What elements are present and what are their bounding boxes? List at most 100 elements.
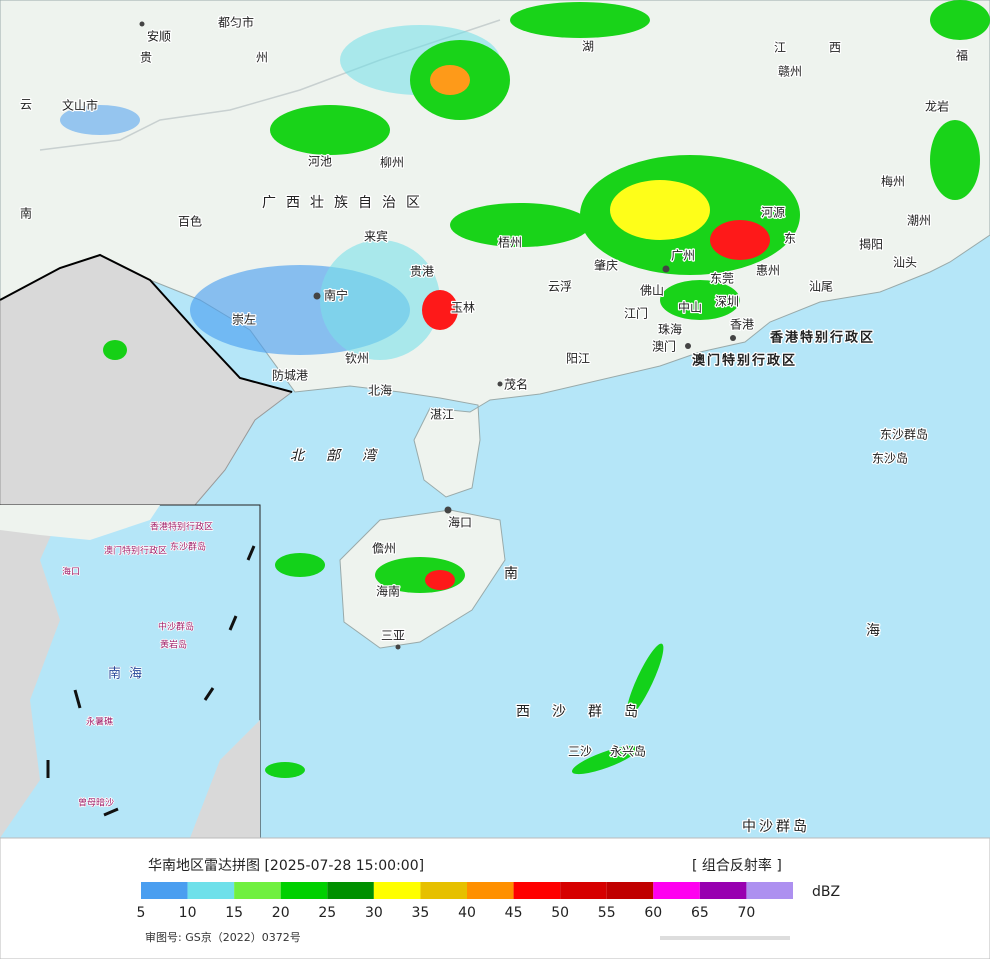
- place-label: 文山市: [62, 98, 98, 113]
- legend-tick-label: 5: [137, 905, 146, 921]
- place-label: 汕头: [893, 256, 917, 270]
- legend-swatch: [699, 882, 747, 899]
- legend-swatch: [467, 882, 514, 899]
- place-label: 阳江: [566, 352, 590, 366]
- place-label: 香港: [730, 318, 754, 332]
- island-label: 东沙岛: [872, 451, 908, 466]
- legend-tick-label: 70: [738, 905, 756, 921]
- place-label: 安顺: [147, 29, 171, 44]
- place-label: 龙岩: [925, 99, 949, 114]
- place-label: 三亚: [381, 629, 405, 643]
- legend-tick-label: 40: [458, 905, 476, 921]
- inset-label: 永暑礁: [86, 716, 113, 728]
- legend-swatch: [373, 882, 421, 899]
- approval: 审图号: GS京（2022）0372号: [145, 930, 301, 944]
- place-label: 儋州: [372, 542, 396, 556]
- place-label: 湖: [582, 39, 594, 54]
- sea-label: 北部湾: [290, 448, 398, 464]
- legend-tick-label: 45: [505, 905, 523, 921]
- island-label: 三沙: [568, 745, 592, 759]
- inset-label: 海口: [62, 566, 80, 578]
- place-label: 汕尾: [809, 280, 833, 294]
- place-label: 肇庆: [594, 258, 618, 273]
- place-label: 潮州: [907, 213, 931, 228]
- place-label: 赣州: [778, 65, 802, 79]
- place-label: 南: [20, 206, 32, 221]
- island-label: 西沙群岛: [516, 704, 660, 720]
- place-label: 北海: [368, 383, 392, 398]
- place-label: 福: [956, 48, 968, 63]
- place-label: 云: [20, 98, 32, 112]
- legend-swatch: [141, 882, 188, 899]
- place-label: 揭阳: [859, 237, 883, 252]
- place-label: 深圳: [715, 295, 739, 309]
- place-label: 澳门: [652, 339, 676, 354]
- map: 安顺 都匀市 贵 州 云 文山市 河池 柳州 广西壮族自治区 百色 南 来宾 南…: [0, 0, 990, 838]
- city-dots: [139, 21, 736, 650]
- place-label: 梅州: [881, 174, 905, 189]
- place-label: 州: [256, 51, 268, 65]
- place-label: 防城港: [272, 368, 308, 383]
- boundary-dash: [46, 545, 256, 817]
- region-label: 广西壮族自治区: [262, 195, 430, 211]
- island-label: 东沙群岛: [880, 427, 928, 442]
- place-label: 东: [784, 232, 796, 246]
- place-label: 钦州: [345, 352, 369, 366]
- border: [0, 253, 293, 393]
- legend-swatch: [606, 882, 654, 899]
- legend-tick-label: 55: [598, 905, 616, 921]
- legend-tick-label: 20: [272, 905, 290, 921]
- inset-land: [0, 505, 160, 540]
- legend-tick-label: 65: [691, 905, 709, 921]
- legend-tick-label: 30: [365, 905, 383, 921]
- inset-label: 中沙群岛: [158, 621, 194, 633]
- legend-swatch: [187, 882, 235, 899]
- legend-swatch: [746, 882, 793, 899]
- place-label: 中山: [678, 300, 702, 315]
- place-label: 贵港: [410, 265, 434, 279]
- place-label: 广州: [671, 249, 695, 263]
- place-label: 云浮: [548, 280, 572, 294]
- place-label: 茂名: [504, 377, 528, 392]
- legend-tick-label: 60: [644, 905, 662, 921]
- place-label: 都匀市: [218, 15, 254, 30]
- place-label: 湛江: [430, 408, 454, 422]
- place-label: 江门: [624, 306, 648, 321]
- scale-bar: [660, 936, 790, 940]
- place-label: 柳州: [380, 156, 404, 170]
- place-label: 河池: [308, 155, 332, 169]
- place-label: 南宁: [324, 288, 348, 303]
- legend-tick-label: 35: [412, 905, 430, 921]
- place-label: 崇左: [232, 312, 256, 327]
- title: 华南地区雷达拼图 [2025-07-28 15:00:00]: [148, 858, 424, 874]
- inset-label: 香港特别行政区: [150, 521, 213, 533]
- sea-label: 海: [866, 623, 890, 639]
- legend-tick-label: 10: [179, 905, 197, 921]
- legend-swatch: [327, 882, 374, 899]
- inset-label: 东沙群岛: [170, 541, 206, 553]
- place-label: 东莞: [710, 272, 734, 286]
- inset-label: 南海: [108, 666, 150, 682]
- product: [ 组合反射率 ]: [692, 857, 782, 874]
- legend-swatch: [234, 882, 281, 899]
- inset-land: [0, 510, 60, 838]
- place-label: 惠州: [756, 264, 780, 278]
- legend-swatch: [653, 882, 700, 899]
- region-label: 澳门特别行政区: [692, 353, 797, 369]
- legend-swatch: [420, 882, 467, 899]
- inset-label: 曾母暗沙: [78, 797, 114, 809]
- footer: 华南地区雷达拼图 [2025-07-28 15:00:00] [ 组合反射率 ]…: [0, 837, 990, 959]
- place-label: 海南: [376, 584, 400, 599]
- region-label: 香港特别行政区: [769, 330, 875, 346]
- place-label: 海口: [448, 515, 472, 530]
- island-label: 中沙群岛: [742, 819, 810, 835]
- place-label: 佛山: [640, 284, 664, 298]
- legend-tick-label: 50: [551, 905, 569, 921]
- place-label: 西: [829, 41, 841, 55]
- legend-swatch: [560, 882, 607, 899]
- inset-map: 南海 香港特别行政区 澳门特别行政区 东沙群岛 海口 中沙群岛 黄岩岛 永暑礁 …: [0, 504, 261, 839]
- place-label: 珠海: [658, 322, 682, 337]
- legend-swatch: [280, 882, 328, 899]
- place-label: 梧州: [498, 235, 522, 250]
- place-label: 贵: [140, 51, 152, 65]
